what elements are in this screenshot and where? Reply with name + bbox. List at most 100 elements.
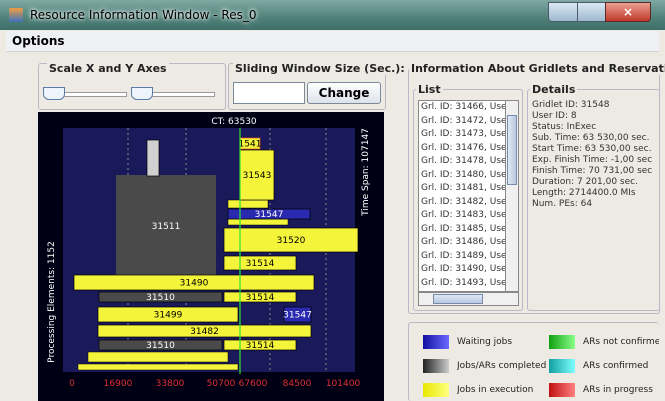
x-tick-label: 16900 (104, 379, 133, 389)
job-label: 31547 (283, 311, 312, 321)
x-tick-label: 67600 (239, 379, 268, 389)
legend-label: Jobs in execution (457, 385, 534, 395)
legend-swatch (549, 359, 575, 373)
job-block (97, 306, 239, 323)
job-label: 31510 (146, 293, 175, 303)
job-block (223, 255, 297, 271)
legend-swatch (423, 359, 449, 373)
list-item: Grl. ID: 31472, User: (421, 115, 505, 126)
job-label: 31520 (277, 236, 306, 246)
legend: Waiting jobs Jobs/ARs completed Jobs in ex… (408, 322, 659, 401)
list-item: Grl. ID: 31480, User: (421, 169, 505, 180)
job-label: 31547 (255, 210, 284, 220)
job-label: 31543 (243, 171, 272, 181)
list-item: Grl. ID: 31466, User: (421, 102, 505, 112)
job-block (223, 339, 297, 351)
list-item: Grl. ID: 31490, User: (421, 264, 505, 274)
legend-swatch (423, 383, 449, 397)
content: Scale X and Y Axes Sliding Window Size (… (6, 52, 665, 401)
job-label: 1541 (239, 140, 262, 150)
group-title: List (416, 83, 443, 96)
detail-line: Finish Time: 70 731,00 sec (532, 166, 653, 176)
group-title: Details (530, 83, 578, 96)
job-block (223, 291, 297, 303)
list-item: Grl. ID: 31476, User: (421, 142, 505, 153)
title-bar: Resource Information Window - Res_0 × (0, 0, 665, 30)
menu-item[interactable]: Options (12, 34, 65, 48)
group-title: Scale X and Y Axes (47, 62, 169, 75)
detail-line: Duration: 7 201,00 sec. (532, 177, 638, 187)
details-group: Details Gridlet ID: 31548 User ID: 8 Statu… (527, 83, 660, 311)
app-icon (9, 8, 23, 22)
job-block (116, 175, 216, 275)
job-label: 31510 (146, 341, 175, 351)
detail-line: Num. PEs: 64 (532, 199, 593, 209)
job-block (97, 324, 312, 338)
job-block (98, 291, 223, 303)
change-button[interactable]: Change (307, 82, 381, 104)
detail-line: Length: 2714400.0 MIs (532, 188, 636, 198)
h-scrollbar[interactable] (418, 292, 519, 306)
list-item: Grl. ID: 31485, User: (421, 223, 505, 234)
maximize-button[interactable] (577, 2, 606, 22)
list-item: Grl. ID: 31493, User: (421, 277, 505, 288)
v-scrollbar[interactable] (505, 100, 519, 292)
job-label: 31511 (152, 222, 181, 232)
x-tick-label: 33800 (156, 379, 185, 389)
current-time-label: CT: 63530 (211, 117, 257, 127)
list-item: Grl. ID: 31482, User: (421, 196, 505, 207)
window-size-group: Sliding Window Size (Sec.): Change (228, 62, 407, 110)
list-item: Grl. ID: 31481, User: (421, 183, 505, 193)
legend-label: Waiting jobs (457, 337, 513, 347)
group-title: Information About Gridlets and Reservati… (409, 62, 665, 75)
chart-panel: CT: 63530 Time Span: 107147 Processing E… (38, 112, 384, 401)
legend-swatch (423, 335, 449, 349)
job-label: 31490 (180, 279, 209, 289)
job-block (227, 208, 311, 220)
group-title: Sliding Window Size (Sec.): (233, 62, 407, 75)
legend-label: ARs in progress (583, 385, 653, 395)
scroll-thumb[interactable] (433, 294, 483, 304)
list-item: Grl. ID: 31489, User: (421, 250, 505, 261)
job-label: 31514 (246, 341, 275, 351)
list-item: Grl. ID: 31478, User: (421, 156, 505, 166)
details-text: Gridlet ID: 31548 User ID: 8 Status: InExe… (532, 100, 660, 300)
legend-label: ARs confirmed (583, 361, 649, 371)
slider-thumb[interactable] (131, 87, 153, 100)
legend-label: ARs not confirmed (583, 337, 659, 347)
list-item: Grl. ID: 31473, User: (421, 129, 505, 139)
detail-line: Start Time: 63 530,00 sec. (532, 144, 652, 154)
job-label: 31499 (154, 311, 183, 321)
scroll-thumb[interactable] (507, 115, 517, 185)
minimize-button[interactable] (548, 2, 578, 22)
job-block (223, 227, 359, 253)
job-block (227, 199, 269, 209)
legend-swatch (549, 335, 575, 349)
pe-label: Processing Elements: 1152 (47, 241, 57, 363)
job-block (87, 351, 229, 363)
list-item: Grl. ID: 31483, User: (421, 210, 505, 220)
job-block (73, 274, 315, 291)
info-group: Information About Gridlets and Reservati… (408, 62, 665, 314)
window-title: Resource Information Window - Res_0 (30, 8, 257, 22)
detail-line: Gridlet ID: 31548 (532, 100, 610, 110)
x-tick-label: 84500 (283, 379, 312, 389)
job-block (98, 339, 223, 351)
slider-thumb[interactable] (43, 87, 65, 100)
detail-line: Exp. Finish Time: -1,00 sec (532, 155, 653, 165)
close-button[interactable]: × (605, 2, 651, 22)
menu-bar: Options (6, 31, 659, 52)
text-field[interactable] (233, 82, 305, 104)
legend-label: Jobs/ARs completed (457, 361, 547, 371)
job-block (283, 306, 312, 323)
job-block (146, 139, 160, 177)
legend-swatch (549, 383, 575, 397)
x-tick-label: 0 (69, 379, 75, 389)
list-box: Grl. ID: 31466, User: Grl. ID: 31472, Use… (418, 100, 506, 292)
job-label: 31514 (246, 259, 275, 269)
list-item: Grl. ID: 31486, User: (421, 237, 505, 247)
scale-group: Scale X and Y Axes (38, 62, 226, 110)
x-tick-label: 101400 (326, 379, 361, 389)
detail-line: User ID: 8 (532, 111, 577, 121)
